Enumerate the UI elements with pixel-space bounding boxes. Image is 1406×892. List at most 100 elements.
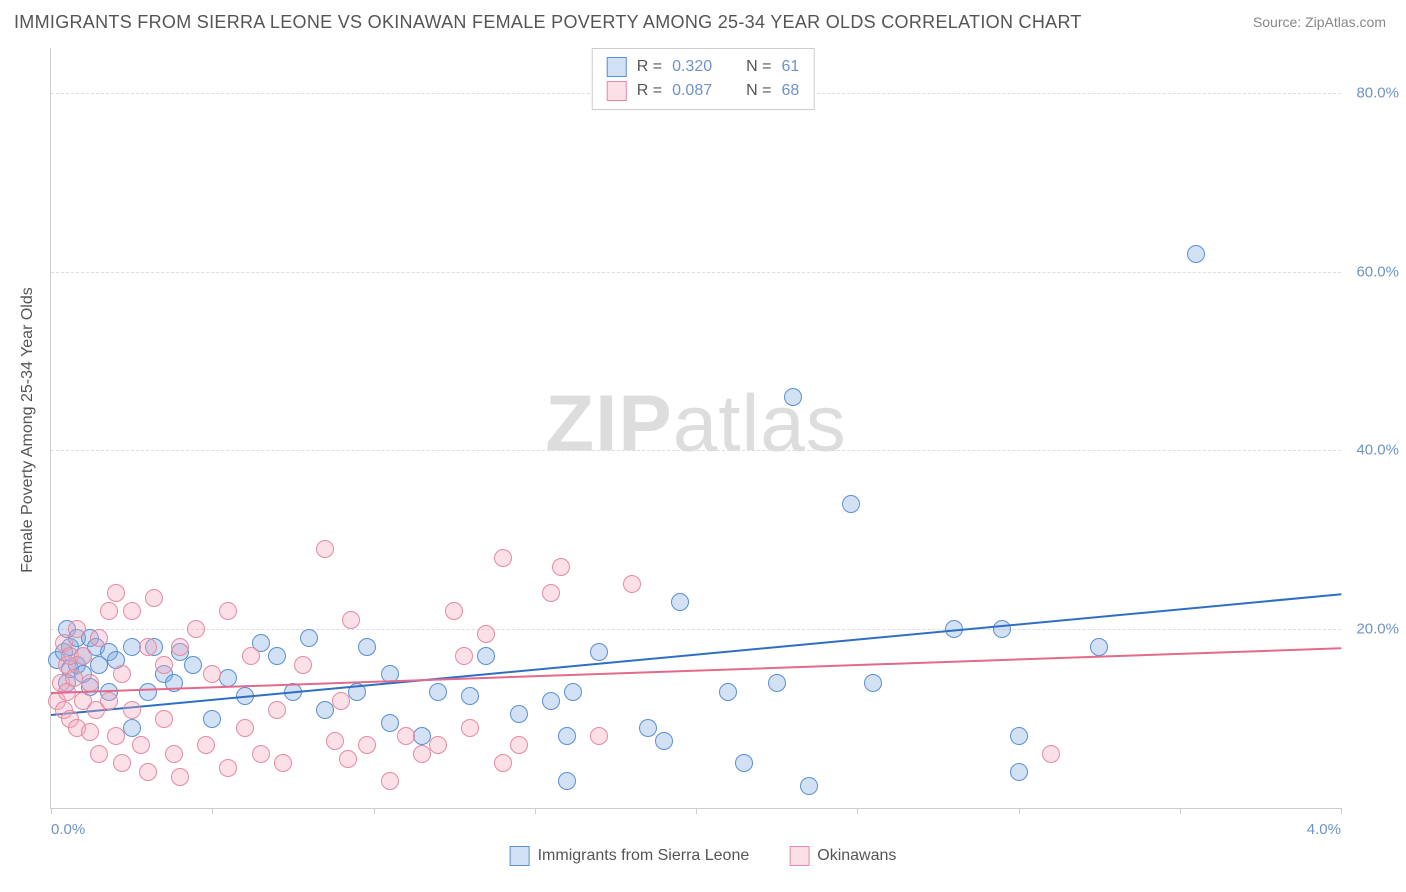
r-label: R = [637, 79, 662, 103]
data-point-okinawans [219, 759, 237, 777]
n-value: 68 [781, 79, 799, 103]
data-point-okinawans [113, 665, 131, 683]
data-point-okinawans [339, 750, 357, 768]
data-point-sierra_leone [358, 638, 376, 656]
data-point-sierra_leone [719, 683, 737, 701]
data-point-sierra_leone [542, 692, 560, 710]
y-axis-title: Female Poverty Among 25-34 Year Olds [19, 287, 37, 573]
data-point-okinawans [155, 656, 173, 674]
data-point-okinawans [455, 647, 473, 665]
data-point-sierra_leone [735, 754, 753, 772]
data-point-okinawans [445, 602, 463, 620]
n-label: N = [746, 55, 771, 79]
source-attribution: Source: ZipAtlas.com [1253, 14, 1386, 30]
grid-line [51, 629, 1341, 630]
y-tick-label: 40.0% [1356, 442, 1399, 459]
legend-item-okinawans: Okinawans [789, 846, 896, 866]
data-point-okinawans [510, 736, 528, 754]
data-point-sierra_leone [558, 727, 576, 745]
data-point-okinawans [552, 558, 570, 576]
data-point-sierra_leone [429, 683, 447, 701]
data-point-sierra_leone [671, 593, 689, 611]
x-tick-label: 0.0% [51, 821, 85, 838]
grid-line [51, 450, 1341, 451]
x-tick [374, 808, 375, 814]
n-value: 61 [781, 55, 799, 79]
data-point-sierra_leone [564, 683, 582, 701]
x-tick [696, 808, 697, 814]
data-point-sierra_leone [1090, 638, 1108, 656]
data-point-okinawans [100, 602, 118, 620]
data-point-sierra_leone [639, 719, 657, 737]
data-point-okinawans [413, 745, 431, 763]
data-point-sierra_leone [1187, 245, 1205, 263]
y-tick-label: 80.0% [1356, 84, 1399, 101]
data-point-sierra_leone [381, 714, 399, 732]
x-tick [1019, 808, 1020, 814]
source-label: Source: [1253, 14, 1301, 30]
swatch-icon [607, 57, 627, 77]
legend-label: Immigrants from Sierra Leone [538, 847, 750, 865]
data-point-okinawans [590, 727, 608, 745]
data-point-okinawans [123, 602, 141, 620]
swatch-icon [607, 81, 627, 101]
data-point-okinawans [542, 584, 560, 602]
legend-series-bottom: Immigrants from Sierra Leone Okinawans [510, 846, 897, 866]
legend-label: Okinawans [817, 847, 896, 865]
data-point-okinawans [326, 732, 344, 750]
grid-line [51, 272, 1341, 273]
data-point-okinawans [139, 763, 157, 781]
data-point-okinawans [1042, 745, 1060, 763]
data-point-okinawans [332, 692, 350, 710]
data-point-okinawans [252, 745, 270, 763]
legend-correlation-box: R = 0.320 N = 61 R = 0.087 N = 68 [592, 48, 815, 110]
r-label: R = [637, 55, 662, 79]
n-label: N = [746, 79, 771, 103]
data-point-okinawans [268, 701, 286, 719]
data-point-sierra_leone [558, 772, 576, 790]
data-point-sierra_leone [768, 674, 786, 692]
data-point-sierra_leone [1010, 727, 1028, 745]
data-point-okinawans [65, 669, 83, 687]
data-point-sierra_leone [184, 656, 202, 674]
r-value: 0.320 [672, 55, 712, 79]
r-value: 0.087 [672, 79, 712, 103]
data-point-sierra_leone [784, 388, 802, 406]
watermark-bold: ZIP [545, 378, 672, 467]
data-point-okinawans [274, 754, 292, 772]
data-point-okinawans [113, 754, 131, 772]
data-point-okinawans [139, 638, 157, 656]
data-point-okinawans [132, 736, 150, 754]
data-point-sierra_leone [590, 643, 608, 661]
legend-row-sierra-leone: R = 0.320 N = 61 [607, 55, 800, 79]
data-point-sierra_leone [800, 777, 818, 795]
data-point-okinawans [107, 727, 125, 745]
data-point-okinawans [294, 656, 312, 674]
x-tick-label: 4.0% [1307, 821, 1341, 838]
data-point-sierra_leone [477, 647, 495, 665]
data-point-sierra_leone [316, 701, 334, 719]
data-point-okinawans [236, 719, 254, 737]
x-tick [857, 808, 858, 814]
data-point-okinawans [155, 710, 173, 728]
data-point-okinawans [494, 549, 512, 567]
data-point-okinawans [107, 584, 125, 602]
data-point-sierra_leone [510, 705, 528, 723]
data-point-okinawans [219, 602, 237, 620]
data-point-okinawans [74, 647, 92, 665]
x-tick [212, 808, 213, 814]
data-point-okinawans [203, 665, 221, 683]
data-point-okinawans [171, 768, 189, 786]
data-point-sierra_leone [300, 629, 318, 647]
data-point-okinawans [187, 620, 205, 638]
legend-row-okinawans: R = 0.087 N = 68 [607, 79, 800, 103]
watermark-light: atlas [673, 378, 847, 467]
data-point-okinawans [316, 540, 334, 558]
data-point-sierra_leone [993, 620, 1011, 638]
data-point-okinawans [461, 719, 479, 737]
swatch-icon [510, 846, 530, 866]
y-tick-label: 20.0% [1356, 621, 1399, 638]
x-tick [1180, 808, 1181, 814]
data-point-okinawans [477, 625, 495, 643]
data-point-okinawans [68, 620, 86, 638]
